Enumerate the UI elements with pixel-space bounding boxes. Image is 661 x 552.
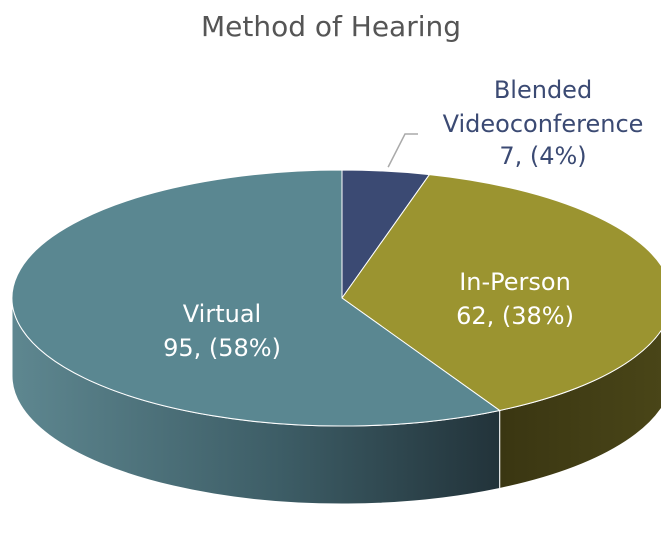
pie-top — [11, 169, 661, 427]
labels: Blended Videoconference 7, (4%) In-Person 62… — [163, 76, 643, 362]
slice-label: Blended Videoconference — [443, 76, 644, 138]
value-label: 62, (38%) — [456, 302, 574, 330]
value-label: 7, (4%) — [499, 142, 586, 170]
slice-label: Virtual — [183, 300, 261, 328]
slice-label: In-Person — [459, 268, 571, 296]
pie-slice — [341, 174, 661, 411]
leader-line — [387, 133, 418, 168]
chart-title: Method of Hearing — [201, 10, 461, 43]
value-label: 95, (58%) — [163, 334, 281, 362]
pie-slice — [11, 169, 501, 427]
